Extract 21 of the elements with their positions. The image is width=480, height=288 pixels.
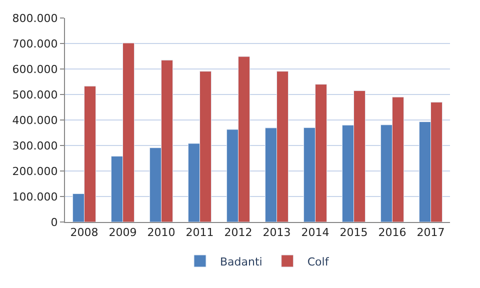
x-tick-label: 2017 <box>416 226 445 240</box>
x-tick-label: 2013 <box>262 226 291 240</box>
y-tick-label: 600.000 <box>12 62 58 76</box>
x-tick-label: 2009 <box>108 226 137 240</box>
y-tick-label: 0 <box>50 216 58 229</box>
legend-label: Badanti <box>220 255 262 268</box>
x-tick-label: 2015 <box>340 226 368 240</box>
y-tick-label: 300.000 <box>12 139 58 152</box>
y-tick-label: 800.000 <box>12 12 58 25</box>
x-tick-label: 2010 <box>147 226 176 240</box>
y-tick-label: 400.000 <box>12 114 58 127</box>
y-tick-label: 100.000 <box>12 190 58 204</box>
y-tick-label: 500.000 <box>12 88 58 102</box>
y-tick-label: 700.000 <box>12 37 58 50</box>
x-tick-label: 2014 <box>301 226 330 240</box>
x-tick-label: 2008 <box>70 226 98 240</box>
y-tick-label: 200.000 <box>12 164 58 178</box>
x-tick-label: 2012 <box>224 226 252 240</box>
legend-label: Colf <box>307 255 330 268</box>
x-tick-label: 2016 <box>378 226 406 240</box>
x-tick-label: 2011 <box>186 226 214 240</box>
